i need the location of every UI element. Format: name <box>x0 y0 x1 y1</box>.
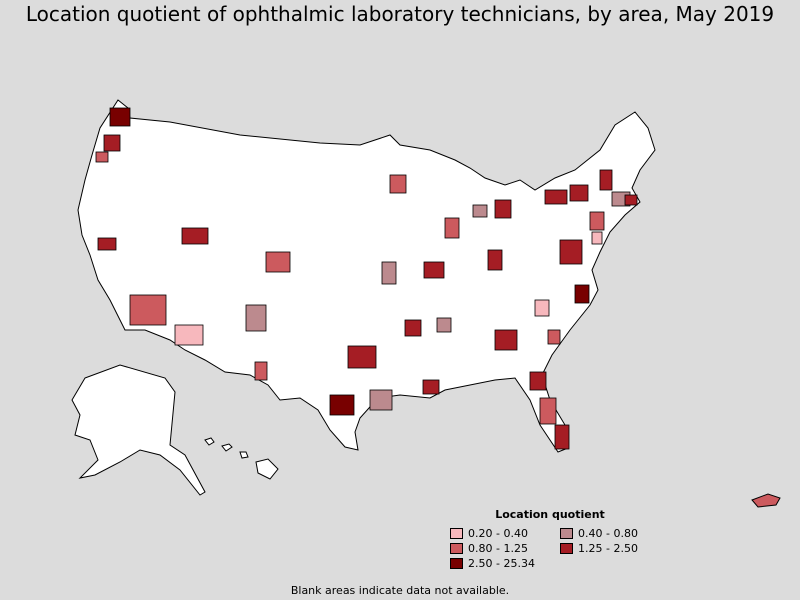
puerto-rico <box>751 493 781 508</box>
legend-swatch-3 <box>560 543 573 554</box>
map-legend: Location quotient 0.20 - 0.40 0.40 - 0.8… <box>450 508 650 570</box>
map-title: Location quotient of ophthalmic laborato… <box>25 2 775 26</box>
alaska <box>71 364 206 496</box>
legend-swatch-0 <box>450 528 463 539</box>
legend-swatch-4 <box>450 558 463 569</box>
legend-swatch-1 <box>560 528 573 539</box>
legend-item-0: 0.20 - 0.40 <box>450 527 560 540</box>
footnote: Blank areas indicate data not available. <box>290 584 510 597</box>
hawaii <box>204 437 279 480</box>
legend-item-1: 0.40 - 0.80 <box>560 527 660 540</box>
legend-label-1: 0.40 - 0.80 <box>578 527 638 540</box>
legend-label-3: 1.25 - 2.50 <box>578 542 638 555</box>
legend-item-3: 1.25 - 2.50 <box>560 542 660 555</box>
legend-label-2: 0.80 - 1.25 <box>468 542 528 555</box>
legend-title: Location quotient <box>495 508 605 521</box>
legend-label-4: 2.50 - 25.34 <box>468 557 535 570</box>
legend-item-2: 0.80 - 1.25 <box>450 542 560 555</box>
legend-swatch-2 <box>450 543 463 554</box>
legend-label-0: 0.20 - 0.40 <box>468 527 528 540</box>
legend-item-4: 2.50 - 25.34 <box>450 557 560 570</box>
metro-areas <box>95 107 638 450</box>
